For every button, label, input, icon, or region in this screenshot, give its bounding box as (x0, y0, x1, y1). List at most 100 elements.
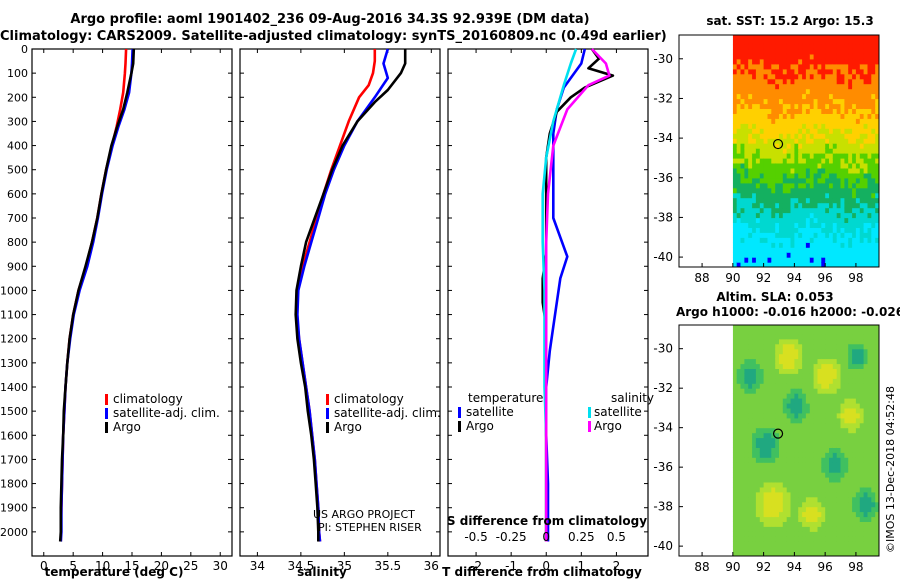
map-cell (767, 157, 772, 164)
y-tick-label: 1100 (0, 309, 28, 322)
map-cell (855, 506, 861, 513)
map-cell (744, 202, 749, 209)
map-cell (759, 113, 765, 119)
map-cell (844, 242, 849, 248)
map-cell (802, 486, 807, 493)
map-cell (755, 113, 761, 119)
map-cell (740, 393, 745, 399)
map-cell (775, 452, 780, 458)
map-cell (802, 422, 807, 429)
map-cell (782, 417, 788, 424)
map-cell (817, 222, 822, 228)
map-cell (859, 83, 865, 90)
map-cell (779, 407, 784, 414)
map-cell (832, 98, 838, 105)
map-cell (855, 182, 861, 189)
map-cell (748, 467, 753, 473)
map-cell (802, 452, 807, 458)
map-cell (817, 343, 822, 350)
map-cell (736, 98, 742, 105)
map-cell (782, 123, 788, 129)
map-cell (763, 437, 768, 443)
map-cell (821, 536, 826, 542)
map-cell (755, 68, 761, 75)
map-cell (802, 378, 807, 384)
map-cell (829, 467, 834, 473)
map-cell (775, 516, 780, 522)
map-cell (813, 536, 818, 542)
map-cell (767, 442, 772, 448)
map-cell (798, 333, 803, 340)
map-cell (794, 403, 799, 409)
map-cell (875, 177, 879, 184)
map-cell (740, 167, 745, 174)
map-cell (767, 222, 772, 228)
map-cell (848, 378, 853, 384)
map-cell (805, 501, 811, 508)
map-cell (836, 353, 842, 360)
map-cell (855, 73, 861, 80)
map-cell (871, 536, 876, 542)
map-cell (844, 516, 849, 522)
map-cell (821, 35, 826, 40)
map-cell (848, 325, 853, 330)
map-cell (798, 192, 803, 199)
map-x-tick-label: 88 (694, 560, 709, 574)
map-cell (848, 403, 853, 409)
legend-label: satellite-adj. clim. (113, 406, 220, 420)
map-cell (736, 247, 742, 253)
map-cell (782, 63, 788, 70)
map-cell (867, 491, 872, 498)
map-cell (848, 328, 853, 335)
map-cell (863, 546, 868, 552)
map-cell (805, 496, 811, 503)
map-cell (752, 108, 757, 114)
map-cell (786, 237, 792, 243)
map-cell (859, 128, 865, 134)
map-cell (844, 531, 849, 537)
map-cell (752, 506, 757, 513)
map-cell (740, 338, 745, 345)
map-cell (802, 197, 807, 204)
map-cell (836, 88, 842, 95)
map-cell (859, 35, 865, 40)
map-cell (790, 472, 795, 478)
map-cell (875, 511, 879, 518)
map-cell (840, 353, 845, 360)
map-cell (802, 482, 807, 488)
map-cell (809, 128, 815, 134)
map-cell (759, 452, 765, 458)
map-cell (855, 403, 861, 409)
map-cell (859, 257, 865, 263)
map-cell (832, 541, 838, 547)
map-cell (817, 98, 822, 105)
map-cell (875, 442, 879, 448)
map-cell (794, 521, 799, 527)
map-cell (809, 83, 815, 90)
map-cell (744, 157, 749, 164)
map-cell (744, 432, 749, 439)
map-cell (782, 187, 788, 194)
map-cell (836, 407, 842, 414)
map-cell (821, 232, 826, 238)
map-cell (855, 457, 861, 463)
map-cell (790, 432, 795, 439)
map-cell (740, 63, 745, 70)
map-cell (821, 457, 826, 463)
map-cell (771, 496, 776, 503)
map-cell (821, 48, 826, 55)
map-cell (871, 143, 876, 149)
map-cell (744, 138, 749, 144)
map-cell (782, 348, 788, 355)
map-cell (817, 262, 822, 267)
map-cell (844, 103, 849, 109)
map-cell (855, 153, 861, 159)
map-cell (782, 88, 788, 95)
map-cell (844, 227, 849, 233)
map-cell (805, 353, 811, 360)
map-cell (790, 325, 795, 330)
map-cell (779, 103, 784, 109)
map-cell (779, 521, 784, 527)
map-cell (786, 242, 792, 248)
map-cell (755, 348, 761, 355)
